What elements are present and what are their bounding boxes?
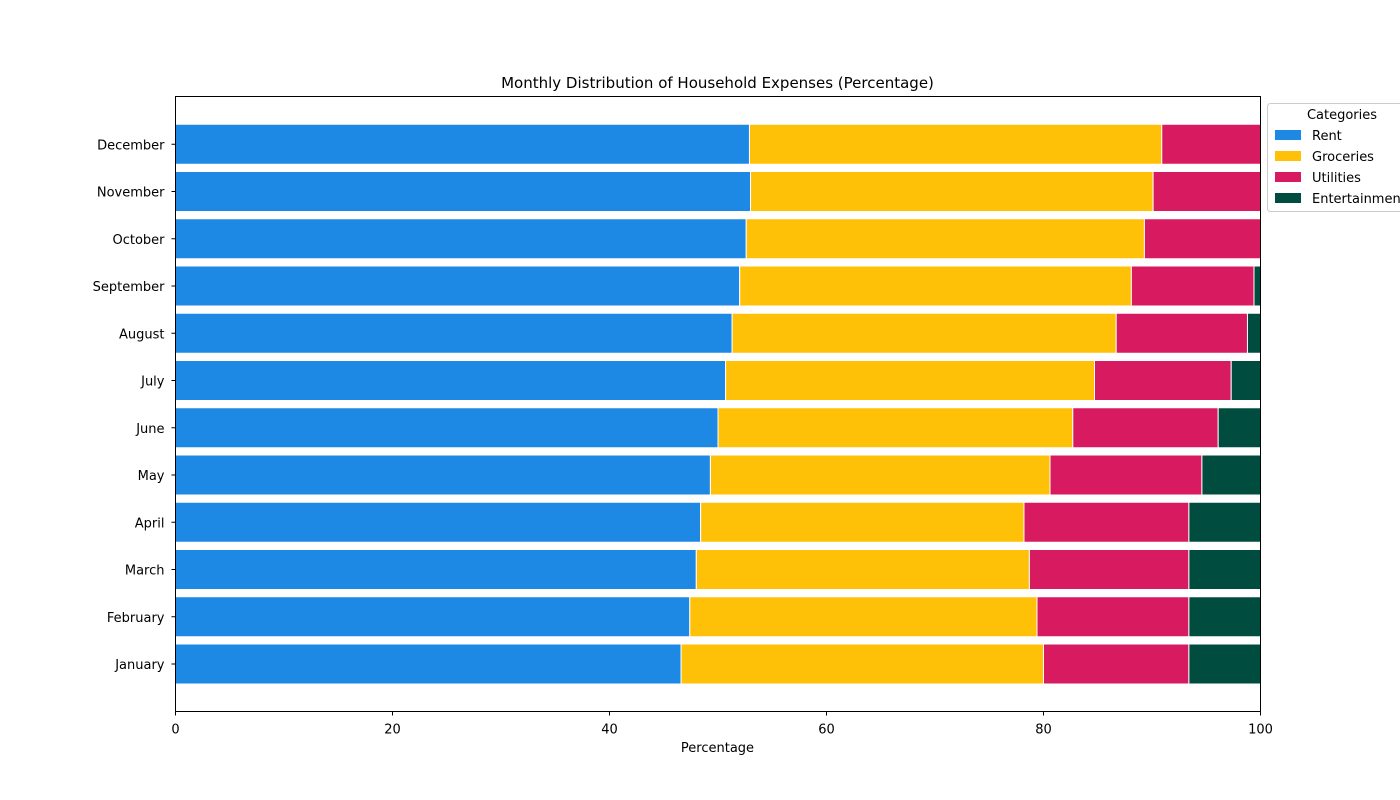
legend-swatch-groceries <box>1275 151 1301 161</box>
y-tick-label: May <box>138 469 165 484</box>
y-tick-label: January <box>114 658 165 673</box>
legend-swatch-utilities <box>1275 172 1301 182</box>
bar-rent-november <box>175 171 752 212</box>
chart-title: Monthly Distribution of Household Expens… <box>501 74 934 92</box>
bar-rent-june <box>175 407 719 449</box>
bar-entertainment-may <box>1201 454 1262 496</box>
y-tick-label: April <box>135 516 165 531</box>
bar-groceries-february <box>689 596 1038 638</box>
bar-entertainment-july <box>1230 360 1261 401</box>
bar-entertainment-march <box>1188 549 1262 590</box>
y-tick-label: June <box>135 422 164 437</box>
bar-entertainment-june <box>1217 407 1262 449</box>
legend-label-entertainment: Entertainment <box>1312 192 1400 207</box>
y-tick-label: October <box>112 233 165 248</box>
bar-groceries-june <box>717 407 1074 449</box>
bar-utilities-may <box>1049 454 1203 496</box>
y-tick-label: February <box>107 611 165 626</box>
bar-entertainment-february <box>1188 596 1262 638</box>
bar-entertainment-january <box>1188 643 1262 685</box>
bar-utilities-january <box>1043 643 1190 685</box>
x-axis: 0 20 40 60 80 100 <box>171 711 1273 738</box>
bar-groceries-may <box>709 454 1051 496</box>
y-tick-label: August <box>119 327 165 342</box>
bar-utilities-august <box>1115 312 1248 354</box>
legend: Categories Rent Groceries Utilities Enterta… <box>1267 103 1400 212</box>
bar-groceries-april <box>700 501 1025 543</box>
bar-rent-august <box>175 312 733 354</box>
x-tick-label: 20 <box>384 723 401 738</box>
bar-rent-december <box>175 123 750 165</box>
bar-utilities-june <box>1072 407 1219 449</box>
bar-utilities-november <box>1152 171 1261 212</box>
bar-utilities-march <box>1028 549 1190 590</box>
bar-rent-october <box>175 218 747 260</box>
y-tick-label: September <box>93 280 166 295</box>
bar-rent-april <box>175 501 702 543</box>
bar-groceries-december <box>748 123 1163 165</box>
legend-swatch-entertainment <box>1275 193 1301 203</box>
bar-utilities-december <box>1161 123 1262 165</box>
legend-title: Categories <box>1307 108 1377 123</box>
bar-utilities-july <box>1093 360 1232 401</box>
y-tick-label: July <box>140 375 165 390</box>
y-axis: January February March April May June July Augu… <box>93 138 176 673</box>
bar-groceries-august <box>731 312 1117 354</box>
bar-groceries-january <box>680 643 1044 685</box>
bar-groceries-november <box>750 171 1154 212</box>
bar-rent-july <box>175 360 727 401</box>
bar-entertainment-september <box>1253 265 1261 307</box>
legend-label-utilities: Utilities <box>1312 171 1361 186</box>
y-tick-label: December <box>97 138 165 153</box>
x-axis-label: Percentage <box>681 741 754 756</box>
bar-utilities-february <box>1036 596 1190 638</box>
bar-groceries-march <box>695 549 1030 590</box>
x-tick-label: 100 <box>1248 723 1273 738</box>
x-tick-label: 80 <box>1035 723 1052 738</box>
bar-utilities-october <box>1143 218 1262 260</box>
legend-swatch-rent <box>1275 130 1301 140</box>
bar-groceries-september <box>739 265 1132 307</box>
legend-label-rent: Rent <box>1312 129 1342 144</box>
x-tick-label: 40 <box>601 723 618 738</box>
bar-utilities-april <box>1023 501 1190 543</box>
bar-utilities-september <box>1130 265 1255 307</box>
bar-entertainment-april <box>1188 501 1262 543</box>
x-tick-label: 60 <box>818 723 835 738</box>
bar-rent-january <box>175 643 682 685</box>
bar-rent-february <box>175 596 691 638</box>
bar-rent-may <box>175 454 711 496</box>
legend-label-groceries: Groceries <box>1312 150 1374 165</box>
x-tick-label: 0 <box>171 723 179 738</box>
y-tick-label: March <box>125 564 165 579</box>
bar-groceries-july <box>725 360 1095 401</box>
y-tick-label: November <box>97 186 165 201</box>
bars-group <box>175 123 1262 685</box>
bar-entertainment-august <box>1246 312 1261 354</box>
bar-rent-march <box>175 549 697 590</box>
plot-frame <box>175 96 1261 712</box>
bar-groceries-october <box>745 218 1145 260</box>
bar-rent-september <box>175 265 741 307</box>
